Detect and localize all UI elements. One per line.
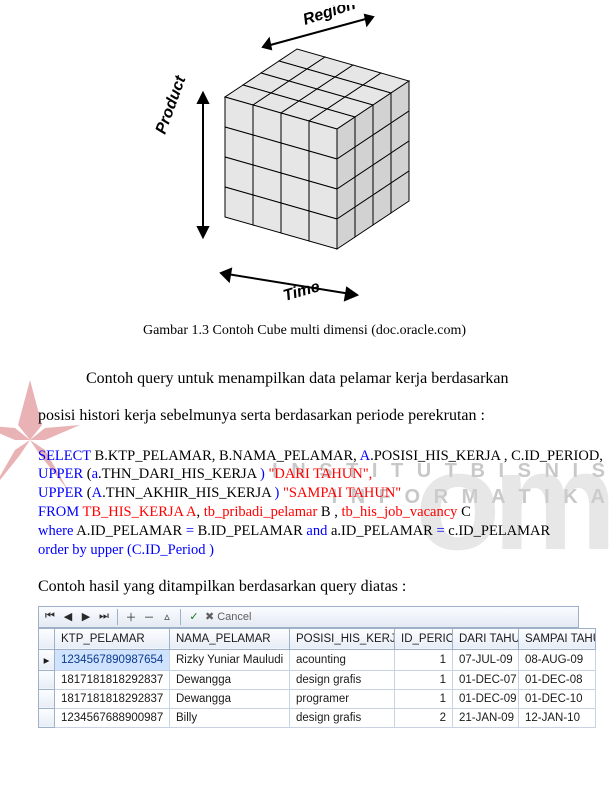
sql-cols2: .POSISI_HIS_KERJA , C.ID_PERIOD, (370, 448, 603, 464)
table-cell[interactable]: 1 (395, 649, 453, 670)
table-cell[interactable]: 2 (395, 708, 453, 727)
cube-svg: Region Product Time (155, 5, 455, 305)
kw-select: SELECT (38, 448, 91, 464)
cancel-label: Cancel (217, 611, 251, 623)
table-cell[interactable]: 07-JUL-09 (453, 649, 519, 670)
sql-cols: B.KTP_PELAMAR, B.NAMA_PELAMAR, (91, 448, 360, 464)
tb1: TB_HIS_KERJA A (79, 504, 196, 520)
row-indicator: ▸ (39, 649, 55, 670)
table-header-row: KTP_PELAMARNAMA_PELAMARPOSISI_HIS_KERJAI… (39, 628, 596, 649)
table-cell[interactable]: Dewangga (170, 670, 290, 689)
paragraph-2: Contoh hasil yang ditampilkan berdasarka… (0, 570, 609, 606)
figure-caption: Gambar 1.3 Contoh Cube multi dimensi (do… (0, 323, 609, 339)
table-cell[interactable]: 1817181818292837 (55, 689, 170, 708)
edit-icon[interactable]: ▵ (160, 610, 174, 624)
table-cell[interactable]: programer (290, 689, 395, 708)
confirm-icon[interactable]: ✓ (187, 610, 201, 624)
kw-upper2: UPPER (38, 485, 83, 501)
sql-up2a: ( (83, 485, 91, 501)
row-indicator (39, 708, 55, 727)
kw-and: and (306, 523, 327, 539)
alias-a1: A (360, 448, 370, 464)
column-header[interactable]: KTP_PELAMAR (55, 628, 170, 649)
toolbar-separator-2 (180, 609, 181, 625)
column-header[interactable]: POSISI_HIS_KERJA (290, 628, 395, 649)
table-row[interactable]: 1817181818292837Dewanggaprogramer101-DEC… (39, 689, 596, 708)
table-cell[interactable]: 01-DEC-10 (519, 689, 596, 708)
paragraph-1b: posisi histori kerja sebelmunya serta be… (0, 398, 609, 435)
add-icon[interactable]: ＋ (124, 610, 138, 624)
toolbar-separator (117, 609, 118, 625)
table-cell[interactable]: 12-JAN-10 (519, 708, 596, 727)
alias-a3: A (92, 485, 102, 501)
sql-up2b: .THN_AKHIR_HIS_KERJA (102, 485, 274, 501)
where1: A.ID_PELAMAR (73, 523, 185, 539)
nav-next-icon[interactable]: ▶ (79, 610, 93, 624)
row-indicator (39, 670, 55, 689)
where3: a.ID_PELAMAR (327, 523, 436, 539)
axis-label-time: Time (281, 278, 321, 305)
table-cell[interactable]: 01-DEC-08 (519, 670, 596, 689)
str1: "DARI TAHUN", (265, 466, 372, 482)
table-cell[interactable]: 1234567688900987 (55, 708, 170, 727)
table-cell[interactable]: 1817181818292837 (55, 670, 170, 689)
cancel-button[interactable]: ✖ Cancel (205, 610, 251, 623)
str2: "SAMPAI TAHUN" (279, 485, 401, 501)
column-header[interactable]: NAMA_PELAMAR (170, 628, 290, 649)
kw-upper1: UPPER (38, 466, 83, 482)
table-row[interactable]: 1234567688900987Billydesign grafis221-JA… (39, 708, 596, 727)
cube-figure: Region Product Time (0, 0, 609, 305)
comma1: , (196, 504, 203, 520)
table-cell[interactable]: design grafis (290, 670, 395, 689)
grid-toolbar: ⏮ ◀ ▶ ⏭ ＋ － ▵ ✓ ✖ Cancel (38, 606, 579, 628)
nav-prev-icon[interactable]: ◀ (61, 610, 75, 624)
table-cell[interactable]: 1234567890987654 (55, 649, 170, 670)
table-cell[interactable]: 01-DEC-07 (453, 670, 519, 689)
table-row[interactable]: 1817181818292837Dewanggadesign grafis101… (39, 670, 596, 689)
kw-where: where (38, 523, 73, 539)
where4: c.ID_PELAMAR (445, 523, 551, 539)
paragraph-1a: Contoh query untuk menampilkan data pela… (0, 361, 609, 398)
c-alias: C (457, 504, 470, 520)
table-cell[interactable]: acounting (290, 649, 395, 670)
table-cell[interactable]: Rizky Yuniar Mauludi (170, 649, 290, 670)
table-cell[interactable]: 1 (395, 689, 453, 708)
column-header[interactable]: SAMPAI TAHUN (519, 628, 596, 649)
axis-label-region: Region (300, 5, 357, 29)
table-cell[interactable]: 1 (395, 670, 453, 689)
table-cell[interactable]: design grafis (290, 708, 395, 727)
where2: B.ID_PELAMAR (194, 523, 306, 539)
table-cell[interactable]: Billy (170, 708, 290, 727)
kw-from: FROM (38, 504, 79, 520)
column-header[interactable]: ID_PERIOD (395, 628, 453, 649)
cancel-icon: ✖ (205, 610, 214, 623)
eq2: = (436, 523, 444, 539)
tb3: tb_his_job_vacancy (341, 504, 457, 520)
table-cell[interactable]: 08-AUG-09 (519, 649, 596, 670)
sql-up1a: ( (83, 466, 91, 482)
results-table: KTP_PELAMARNAMA_PELAMARPOSISI_HIS_KERJAI… (38, 628, 596, 728)
table-cell[interactable]: Dewangga (170, 689, 290, 708)
b-alias: B , (317, 504, 341, 520)
table-row[interactable]: ▸1234567890987654Rizky Yuniar Mauludiaco… (39, 649, 596, 670)
tb2: tb_pribadi_pelamar (204, 504, 318, 520)
table-cell[interactable]: 21-JAN-09 (453, 708, 519, 727)
nav-last-icon[interactable]: ⏭ (97, 610, 111, 624)
table-cell[interactable]: 01-DEC-09 (453, 689, 519, 708)
row-header-corner (39, 628, 55, 649)
nav-first-icon[interactable]: ⏮ (43, 610, 57, 624)
row-indicator (39, 689, 55, 708)
order-arg: (C.ID_Period ) (123, 542, 214, 558)
sql-block: SELECT B.KTP_PELAMAR, B.NAMA_PELAMAR, A.… (0, 435, 609, 570)
kw-order: order by upper (38, 542, 123, 558)
axis-label-product: Product (155, 73, 190, 136)
column-header[interactable]: DARI TAHUN (453, 628, 519, 649)
eq1: = (186, 523, 194, 539)
sql-up1b: .THN_DARI_HIS_KERJA (98, 466, 260, 482)
remove-icon[interactable]: － (142, 610, 156, 624)
